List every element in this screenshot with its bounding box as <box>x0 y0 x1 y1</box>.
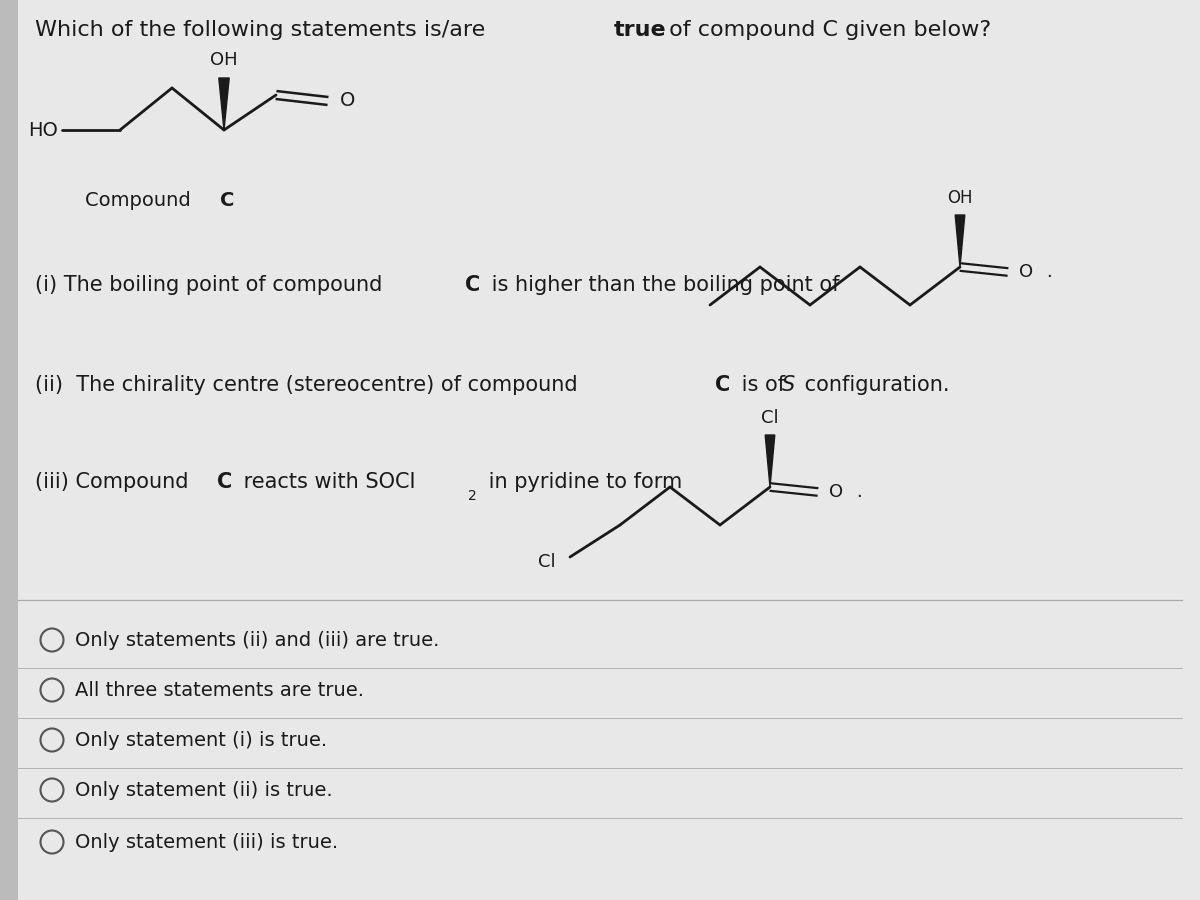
Text: S: S <box>782 375 796 395</box>
Text: O: O <box>1019 263 1033 281</box>
Text: configuration.: configuration. <box>798 375 949 395</box>
Text: Only statement (ii) is true.: Only statement (ii) is true. <box>74 780 332 799</box>
Text: .: . <box>1046 263 1051 281</box>
Text: C: C <box>217 472 233 492</box>
Text: Compound: Compound <box>85 191 197 210</box>
Text: C: C <box>466 275 480 295</box>
Text: C: C <box>220 191 234 210</box>
Text: HO: HO <box>28 121 58 140</box>
Text: is of: is of <box>734 375 792 395</box>
Polygon shape <box>955 215 965 267</box>
Text: (ii)  The chirality centre (stereocentre) of compound: (ii) The chirality centre (stereocentre)… <box>35 375 584 395</box>
FancyBboxPatch shape <box>0 0 18 900</box>
Text: reacts with SOCI: reacts with SOCI <box>238 472 415 492</box>
Text: O: O <box>829 483 844 501</box>
Polygon shape <box>218 78 229 130</box>
Text: .: . <box>856 483 862 501</box>
Text: Which of the following statements is/are: Which of the following statements is/are <box>35 20 492 40</box>
Polygon shape <box>766 435 775 487</box>
Text: 2: 2 <box>468 489 476 503</box>
Text: O: O <box>340 92 355 111</box>
Text: in pyridine to form: in pyridine to form <box>482 472 683 492</box>
Text: Only statement (iii) is true.: Only statement (iii) is true. <box>74 832 338 851</box>
Text: All three statements are true.: All three statements are true. <box>74 680 364 699</box>
Text: OH: OH <box>210 51 238 69</box>
Text: Only statements (ii) and (iii) are true.: Only statements (ii) and (iii) are true. <box>74 631 439 650</box>
Text: C: C <box>715 375 731 395</box>
Text: of compound C given below?: of compound C given below? <box>662 20 991 40</box>
Text: Cl: Cl <box>538 553 556 571</box>
Text: (i) The boiling point of compound: (i) The boiling point of compound <box>35 275 389 295</box>
Text: Only statement (i) is true.: Only statement (i) is true. <box>74 731 328 750</box>
Text: true: true <box>614 20 667 40</box>
Text: (iii) Compound: (iii) Compound <box>35 472 196 492</box>
Text: is higher than the boiling point of: is higher than the boiling point of <box>485 275 840 295</box>
Text: Cl: Cl <box>761 409 779 427</box>
Text: OH: OH <box>947 189 973 207</box>
